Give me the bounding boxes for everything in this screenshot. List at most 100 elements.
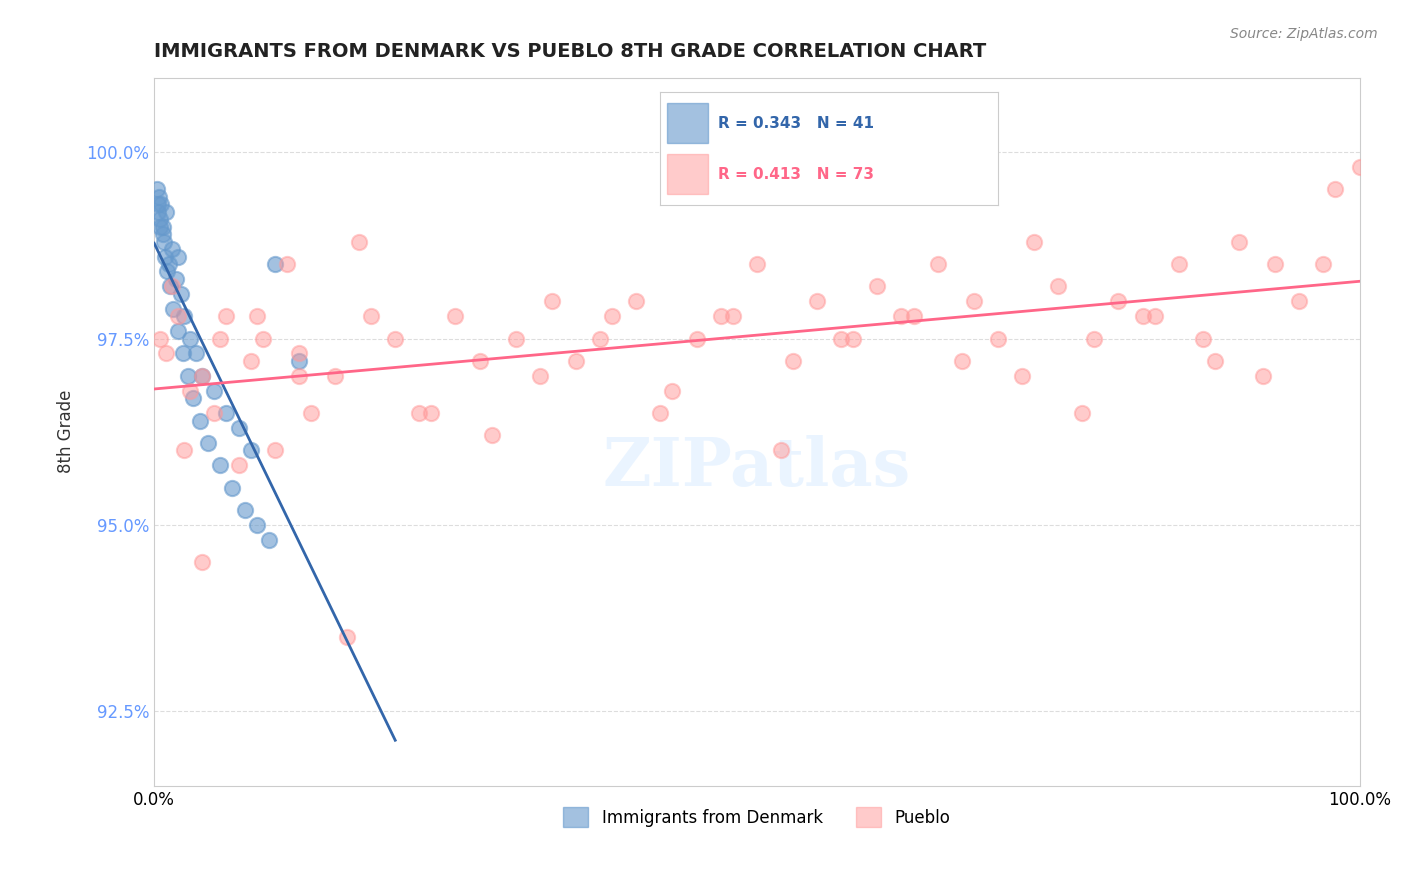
Point bbox=[782, 354, 804, 368]
Point bbox=[963, 294, 986, 309]
Y-axis label: 8th Grade: 8th Grade bbox=[58, 390, 75, 474]
Point bbox=[228, 458, 250, 473]
Point bbox=[890, 309, 912, 323]
Point bbox=[565, 354, 588, 368]
Point bbox=[420, 406, 443, 420]
Point bbox=[149, 212, 172, 227]
Point bbox=[360, 309, 382, 323]
Point bbox=[257, 533, 280, 547]
Point bbox=[239, 354, 262, 368]
Point bbox=[155, 346, 177, 360]
Point bbox=[157, 257, 180, 271]
Point bbox=[1191, 331, 1213, 345]
Point bbox=[186, 346, 208, 360]
Point bbox=[169, 286, 191, 301]
Point bbox=[155, 204, 177, 219]
Point bbox=[1011, 368, 1033, 383]
Point bbox=[710, 309, 733, 323]
Point bbox=[323, 368, 346, 383]
Point bbox=[1022, 235, 1045, 249]
Point bbox=[191, 555, 214, 569]
Point bbox=[181, 391, 204, 405]
Point bbox=[1143, 309, 1166, 323]
Point bbox=[152, 219, 174, 234]
Point bbox=[505, 331, 527, 345]
Point bbox=[228, 421, 250, 435]
Point bbox=[204, 406, 226, 420]
Point bbox=[177, 368, 200, 383]
Point bbox=[685, 331, 707, 345]
Point bbox=[162, 301, 184, 316]
Point bbox=[246, 517, 269, 532]
Point bbox=[1083, 331, 1105, 345]
Point bbox=[160, 242, 183, 256]
Point bbox=[173, 309, 195, 323]
Point bbox=[167, 324, 190, 338]
Point bbox=[188, 413, 211, 427]
Point bbox=[1071, 406, 1094, 420]
Point bbox=[148, 190, 170, 204]
Point bbox=[1204, 354, 1226, 368]
Point bbox=[1324, 182, 1347, 196]
Point bbox=[152, 227, 174, 241]
Point bbox=[336, 630, 359, 644]
Point bbox=[830, 331, 852, 345]
Point bbox=[233, 503, 256, 517]
Point bbox=[288, 354, 311, 368]
Point bbox=[661, 384, 683, 398]
Legend: Immigrants from Denmark, Pueblo: Immigrants from Denmark, Pueblo bbox=[557, 800, 957, 834]
Point bbox=[1227, 235, 1250, 249]
Point bbox=[209, 331, 232, 345]
Point bbox=[152, 235, 174, 249]
Point bbox=[221, 481, 243, 495]
Point bbox=[1132, 309, 1154, 323]
Point bbox=[927, 257, 949, 271]
Point bbox=[145, 182, 167, 196]
Point bbox=[842, 331, 865, 345]
Point bbox=[252, 331, 274, 345]
Point bbox=[246, 309, 269, 323]
Point bbox=[197, 435, 219, 450]
Point bbox=[721, 309, 744, 323]
Point bbox=[541, 294, 564, 309]
Text: Source: ZipAtlas.com: Source: ZipAtlas.com bbox=[1230, 27, 1378, 41]
Point bbox=[172, 346, 194, 360]
Point bbox=[444, 309, 467, 323]
Point bbox=[165, 272, 187, 286]
Point bbox=[146, 204, 169, 219]
Point bbox=[468, 354, 491, 368]
Point bbox=[769, 443, 792, 458]
Point bbox=[1251, 368, 1274, 383]
Point bbox=[408, 406, 430, 420]
Point bbox=[288, 346, 311, 360]
Point bbox=[745, 257, 768, 271]
Point bbox=[191, 368, 214, 383]
Point bbox=[159, 279, 181, 293]
Point bbox=[1167, 257, 1189, 271]
Point bbox=[481, 428, 503, 442]
Point bbox=[589, 331, 612, 345]
Point bbox=[299, 406, 322, 420]
Point bbox=[167, 309, 190, 323]
Point bbox=[529, 368, 551, 383]
Point bbox=[153, 250, 176, 264]
Point bbox=[167, 250, 190, 264]
Point bbox=[263, 443, 285, 458]
Point bbox=[149, 331, 172, 345]
Point bbox=[173, 443, 195, 458]
Point bbox=[146, 197, 169, 211]
Point bbox=[239, 443, 262, 458]
Point bbox=[1047, 279, 1070, 293]
Point bbox=[215, 309, 238, 323]
Point bbox=[806, 294, 828, 309]
Point bbox=[263, 257, 285, 271]
Text: IMMIGRANTS FROM DENMARK VS PUEBLO 8TH GRADE CORRELATION CHART: IMMIGRANTS FROM DENMARK VS PUEBLO 8TH GR… bbox=[155, 42, 987, 61]
Point bbox=[204, 384, 226, 398]
Point bbox=[950, 354, 973, 368]
Point bbox=[347, 235, 370, 249]
Point bbox=[1348, 160, 1371, 174]
Point bbox=[1288, 294, 1310, 309]
Point bbox=[987, 331, 1010, 345]
Text: ZIPatlas: ZIPatlas bbox=[603, 434, 911, 500]
Point bbox=[866, 279, 889, 293]
